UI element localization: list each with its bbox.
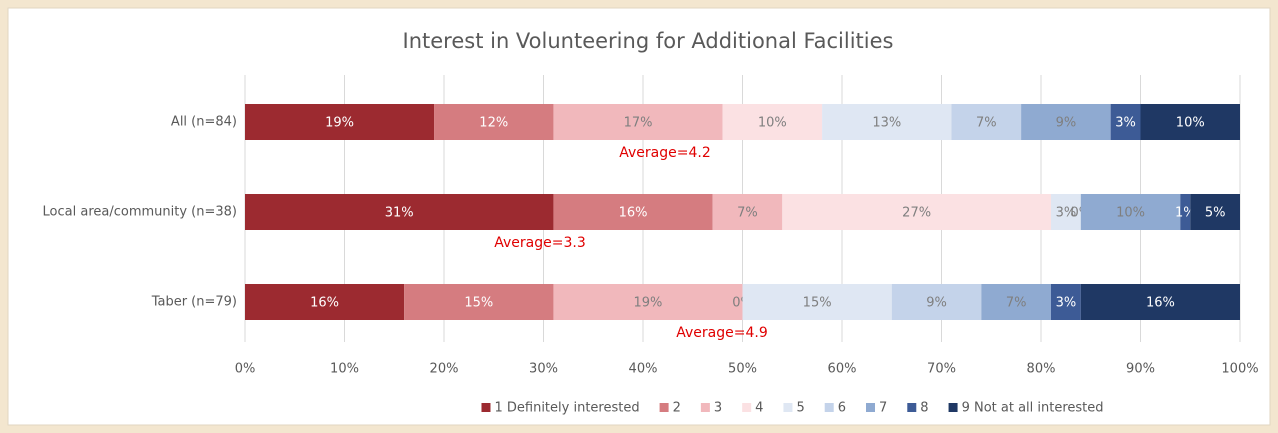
legend-swatch [866, 403, 875, 412]
x-tick-label: 20% [430, 362, 459, 377]
legend-swatch [742, 403, 752, 412]
x-tick-label: 50% [728, 362, 757, 377]
annotation: Average=4.2 [619, 145, 711, 161]
value-label: 15% [464, 296, 493, 311]
x-tick-label: 60% [828, 362, 857, 377]
bar-segment [553, 194, 713, 230]
value-label: 9% [926, 296, 947, 311]
bar-segment [822, 104, 952, 140]
value-label: 27% [902, 206, 931, 221]
bar-segment [1080, 194, 1181, 230]
legend-swatch [907, 403, 917, 412]
annotation: Average=4.9 [676, 325, 768, 341]
bar-segment [245, 194, 554, 230]
value-label: 16% [619, 206, 648, 221]
value-label: 3% [1056, 296, 1077, 311]
value-label: 31% [385, 206, 414, 221]
y-tick-label: Local area/community (n=38) [43, 205, 237, 220]
legend-label: 1 Definitely interested [494, 401, 639, 416]
annotation: Average=3.3 [494, 235, 586, 251]
bar-segment [981, 284, 1051, 320]
value-label: 7% [976, 116, 997, 131]
x-tick-label: 10% [330, 362, 359, 377]
bar-segment [782, 194, 1051, 230]
y-tick-label: Taber (n=79) [151, 295, 237, 310]
bar-segment [1190, 194, 1240, 230]
value-label: 15% [803, 296, 832, 311]
bar-segment [742, 284, 892, 320]
x-tick-label: 0% [235, 362, 256, 377]
legend-label: 5 [796, 401, 804, 416]
bar-segment [722, 104, 823, 140]
bar-segment [1021, 104, 1111, 140]
value-label: 5% [1205, 206, 1226, 221]
x-tick-label: 80% [1027, 362, 1056, 377]
legend-swatch [783, 403, 793, 412]
bar-segment [553, 284, 743, 320]
legend-swatch [824, 403, 834, 412]
value-label: 19% [325, 116, 354, 131]
x-tick-label: 70% [927, 362, 956, 377]
bar-segment [1050, 194, 1081, 230]
x-tick-label: 90% [1126, 362, 1155, 377]
legend-label: 8 [920, 401, 928, 416]
value-label: 10% [758, 116, 787, 131]
bar-segment [1050, 284, 1081, 320]
bar-segment [891, 284, 982, 320]
bar-segment [434, 104, 554, 140]
legend-swatch [659, 403, 669, 412]
bar-segment [1080, 284, 1240, 320]
chart-title: Interest in Volunteering for Additional … [403, 29, 894, 53]
value-label: 16% [1146, 296, 1175, 311]
value-label: 10% [1176, 116, 1205, 131]
bar-segment [245, 284, 405, 320]
bar-segment [1180, 194, 1191, 230]
value-label: 9% [1056, 116, 1077, 131]
value-label: 16% [310, 296, 339, 311]
value-label: 7% [737, 206, 758, 221]
legend-label: 4 [755, 401, 763, 416]
legend-label: 3 [714, 401, 722, 416]
legend-swatch [481, 403, 491, 412]
value-label: 7% [1006, 296, 1027, 311]
value-label: 12% [479, 116, 508, 131]
legend-swatch [948, 403, 958, 412]
value-label: 3% [1056, 206, 1077, 221]
x-tick-label: 100% [1221, 362, 1258, 377]
bar-segment [1140, 104, 1240, 140]
bar-segment [951, 104, 1022, 140]
legend-label: 6 [838, 401, 846, 416]
bar-segment [553, 104, 723, 140]
x-tick-label: 40% [629, 362, 658, 377]
bar-segment [404, 284, 554, 320]
value-label: 19% [634, 296, 663, 311]
legend-label: 9 Not at all interested [962, 401, 1104, 416]
value-label: 17% [624, 116, 653, 131]
bar-segment [245, 104, 435, 140]
bar-segment [1110, 104, 1141, 140]
legend-swatch [700, 403, 710, 412]
legend-label: 2 [673, 401, 681, 416]
legend-label: 7 [879, 401, 887, 416]
value-label: 13% [872, 116, 901, 131]
bar-segment [712, 194, 783, 230]
value-label: 3% [1115, 116, 1136, 131]
value-label: 10% [1116, 206, 1145, 221]
y-tick-label: All (n=84) [171, 115, 237, 130]
x-tick-label: 30% [529, 362, 558, 377]
